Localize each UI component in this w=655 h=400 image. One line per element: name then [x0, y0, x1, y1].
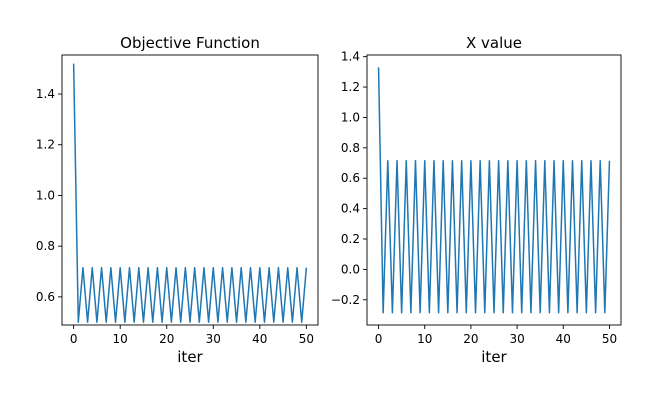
x-tick-label: 40: [556, 332, 571, 346]
x-tick-label: 20: [159, 332, 174, 346]
y-tick-label: −0.2: [331, 293, 360, 307]
y-tick-label: 1.4: [341, 50, 360, 64]
objective-function-subplot: 0 10 20 30 40 50 0.6 0.8 1.0 1.2 1.4 Objective Func…: [36, 34, 319, 366]
plot-frame: [61, 54, 319, 326]
x-tick-label: 10: [113, 332, 128, 346]
x-tick-label: 50: [299, 332, 314, 346]
y-tick-label: 0.0: [341, 262, 360, 276]
x-axis-label: iter: [177, 348, 203, 366]
x-tick-label: 30: [509, 332, 524, 346]
y-tick-label: 1.0: [36, 188, 55, 202]
series-line: [72, 63, 308, 323]
plot-frame: [366, 54, 622, 326]
y-tick-label: 0.2: [341, 232, 360, 246]
y-tick-label: 0.8: [36, 239, 55, 253]
x-tick-label: 40: [252, 332, 267, 346]
y-tick-label: 1.2: [341, 80, 360, 94]
y-tick-label: 1.0: [341, 110, 360, 124]
y-tick-label: 0.4: [341, 202, 360, 216]
chart-title: Objective Function: [120, 34, 260, 52]
x-value-subplot: 0 10 20 30 40 50 −0.2 0.0 0.2 0.4 0.6 0.8 1.0 1.2 1.4 X…: [331, 34, 622, 366]
series-line: [377, 67, 611, 314]
y-tick-label: 1.2: [36, 138, 55, 152]
y-tick-label: 0.8: [341, 141, 360, 155]
x-tick-label: 10: [417, 332, 432, 346]
x-tick-label: 0: [70, 332, 78, 346]
x-tick-label: 50: [602, 332, 617, 346]
x-axis-label: iter: [481, 348, 507, 366]
x-tick-label: 30: [206, 332, 221, 346]
y-tick-label: 1.4: [36, 87, 55, 101]
y-tick-label: 0.6: [341, 171, 360, 185]
y-tick-label: 0.6: [36, 290, 55, 304]
x-tick-label: 20: [463, 332, 478, 346]
x-tick-label: 0: [375, 332, 383, 346]
chart-title: X value: [466, 34, 522, 52]
